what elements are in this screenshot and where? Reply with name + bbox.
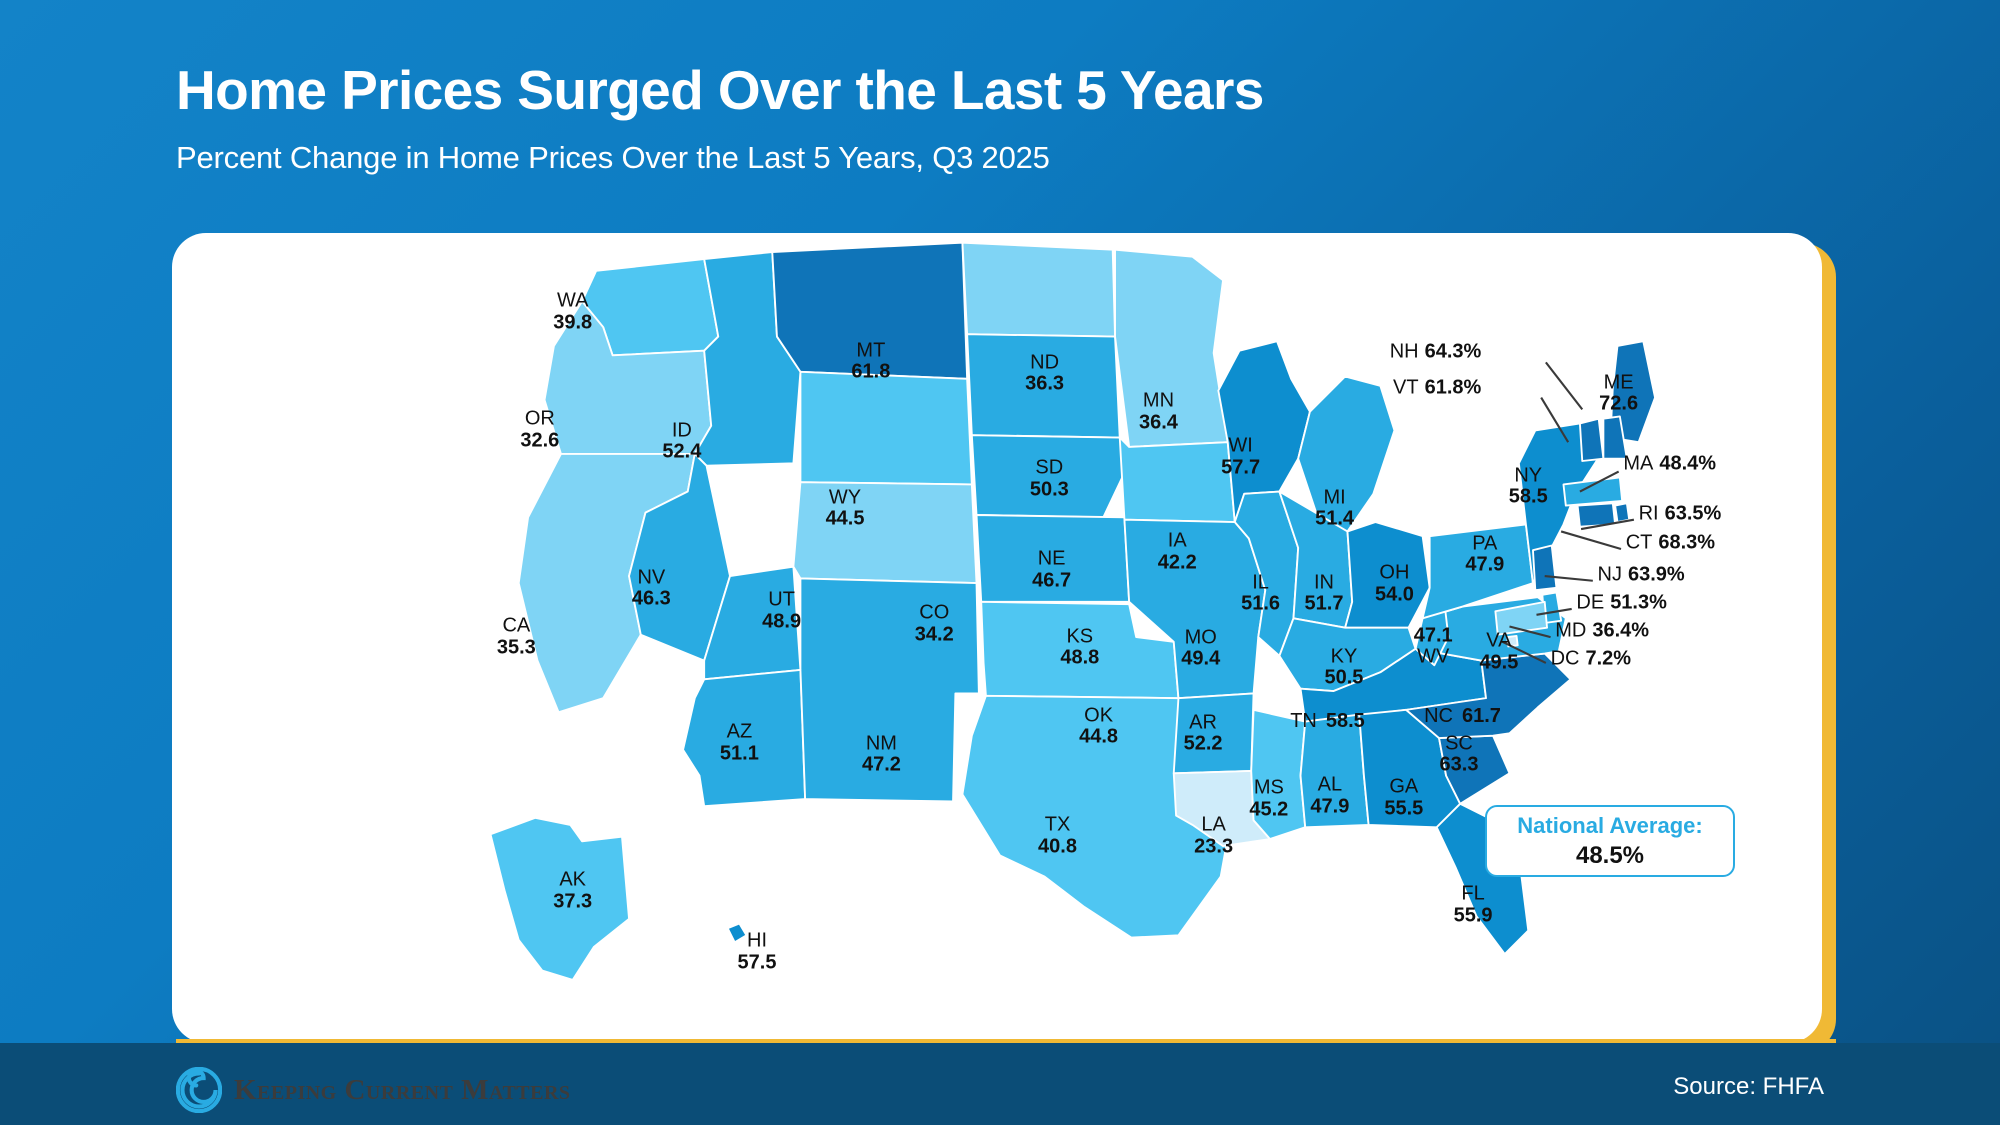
leader-line-nh: [1545, 361, 1584, 410]
leader-line-de: [1536, 607, 1572, 616]
us-choropleth-map[interactable]: [352, 233, 1702, 1023]
leader-line-ma: [1579, 470, 1620, 493]
state-mt[interactable]: [771, 241, 969, 380]
state-al[interactable]: [1299, 713, 1370, 829]
footer: Keeping Current Matters Source: FHFA: [0, 1043, 2000, 1125]
state-nc[interactable]: [1405, 652, 1572, 739]
map-container: WA 39.8 OR 32.6 ID 52.4 MT 61.8 WY 44.5 NV 46.3 UT 48…: [172, 233, 1822, 1043]
page-subtitle: Percent Change in Home Prices Over the L…: [176, 139, 1050, 175]
brand-logo[interactable]: Keeping Current Matters: [176, 1067, 571, 1113]
header: Home Prices Surged Over the Last 5 Years…: [176, 59, 1876, 176]
callout-leader-lines: [1501, 361, 1635, 664]
state-ri[interactable]: [1614, 502, 1631, 523]
leader-line-nj: [1544, 574, 1593, 582]
state-sd[interactable]: [966, 333, 1121, 439]
leader-line-md: [1509, 625, 1551, 639]
state-mn[interactable]: [1114, 248, 1229, 448]
national-average-label: National Average:: [1517, 812, 1703, 838]
national-average-box: National Average: 48.5%: [1485, 805, 1735, 877]
state-ct[interactable]: [1576, 502, 1617, 528]
state-ne[interactable]: [970, 434, 1126, 519]
leader-line-dc: [1501, 640, 1547, 664]
state-ak[interactable]: [489, 816, 630, 981]
state-ar[interactable]: [1172, 692, 1255, 775]
source-attribution: Source: FHFA: [1673, 1073, 1824, 1100]
state-oh[interactable]: [1344, 521, 1431, 629]
state-nj[interactable]: [1532, 544, 1558, 592]
state-az[interactable]: [682, 669, 807, 808]
state-ia[interactable]: [1118, 436, 1236, 523]
state-me[interactable]: [1609, 340, 1656, 444]
page-title: Home Prices Surged Over the Last 5 Years: [176, 59, 1264, 121]
state-nm[interactable]: [799, 577, 980, 803]
brand-name: Keeping Current Matters: [234, 1073, 571, 1106]
state-mi[interactable]: [1297, 375, 1396, 533]
map-card: WA 39.8 OR 32.6 ID 52.4 MT 61.8 WY 44.5 NV 46.3 UT 48…: [172, 233, 1822, 1043]
state-nv[interactable]: [628, 453, 731, 662]
state-md[interactable]: [1494, 600, 1548, 636]
leader-line-vt: [1540, 397, 1570, 443]
state-vt[interactable]: [1578, 417, 1605, 462]
state-fl[interactable]: [1435, 802, 1530, 955]
leader-line-ct: [1560, 530, 1622, 551]
leader-line-ri: [1580, 518, 1635, 531]
state-nh[interactable]: [1602, 415, 1628, 460]
state-nd[interactable]: [961, 241, 1116, 338]
state-co[interactable]: [792, 481, 978, 585]
state-hi[interactable]: [726, 922, 748, 944]
state-wy[interactable]: [799, 370, 973, 486]
state-ms[interactable]: [1250, 708, 1307, 840]
state-ks[interactable]: [975, 514, 1131, 603]
national-average-value: 48.5%: [1575, 841, 1645, 869]
swirl-logo-icon: [176, 1067, 222, 1113]
